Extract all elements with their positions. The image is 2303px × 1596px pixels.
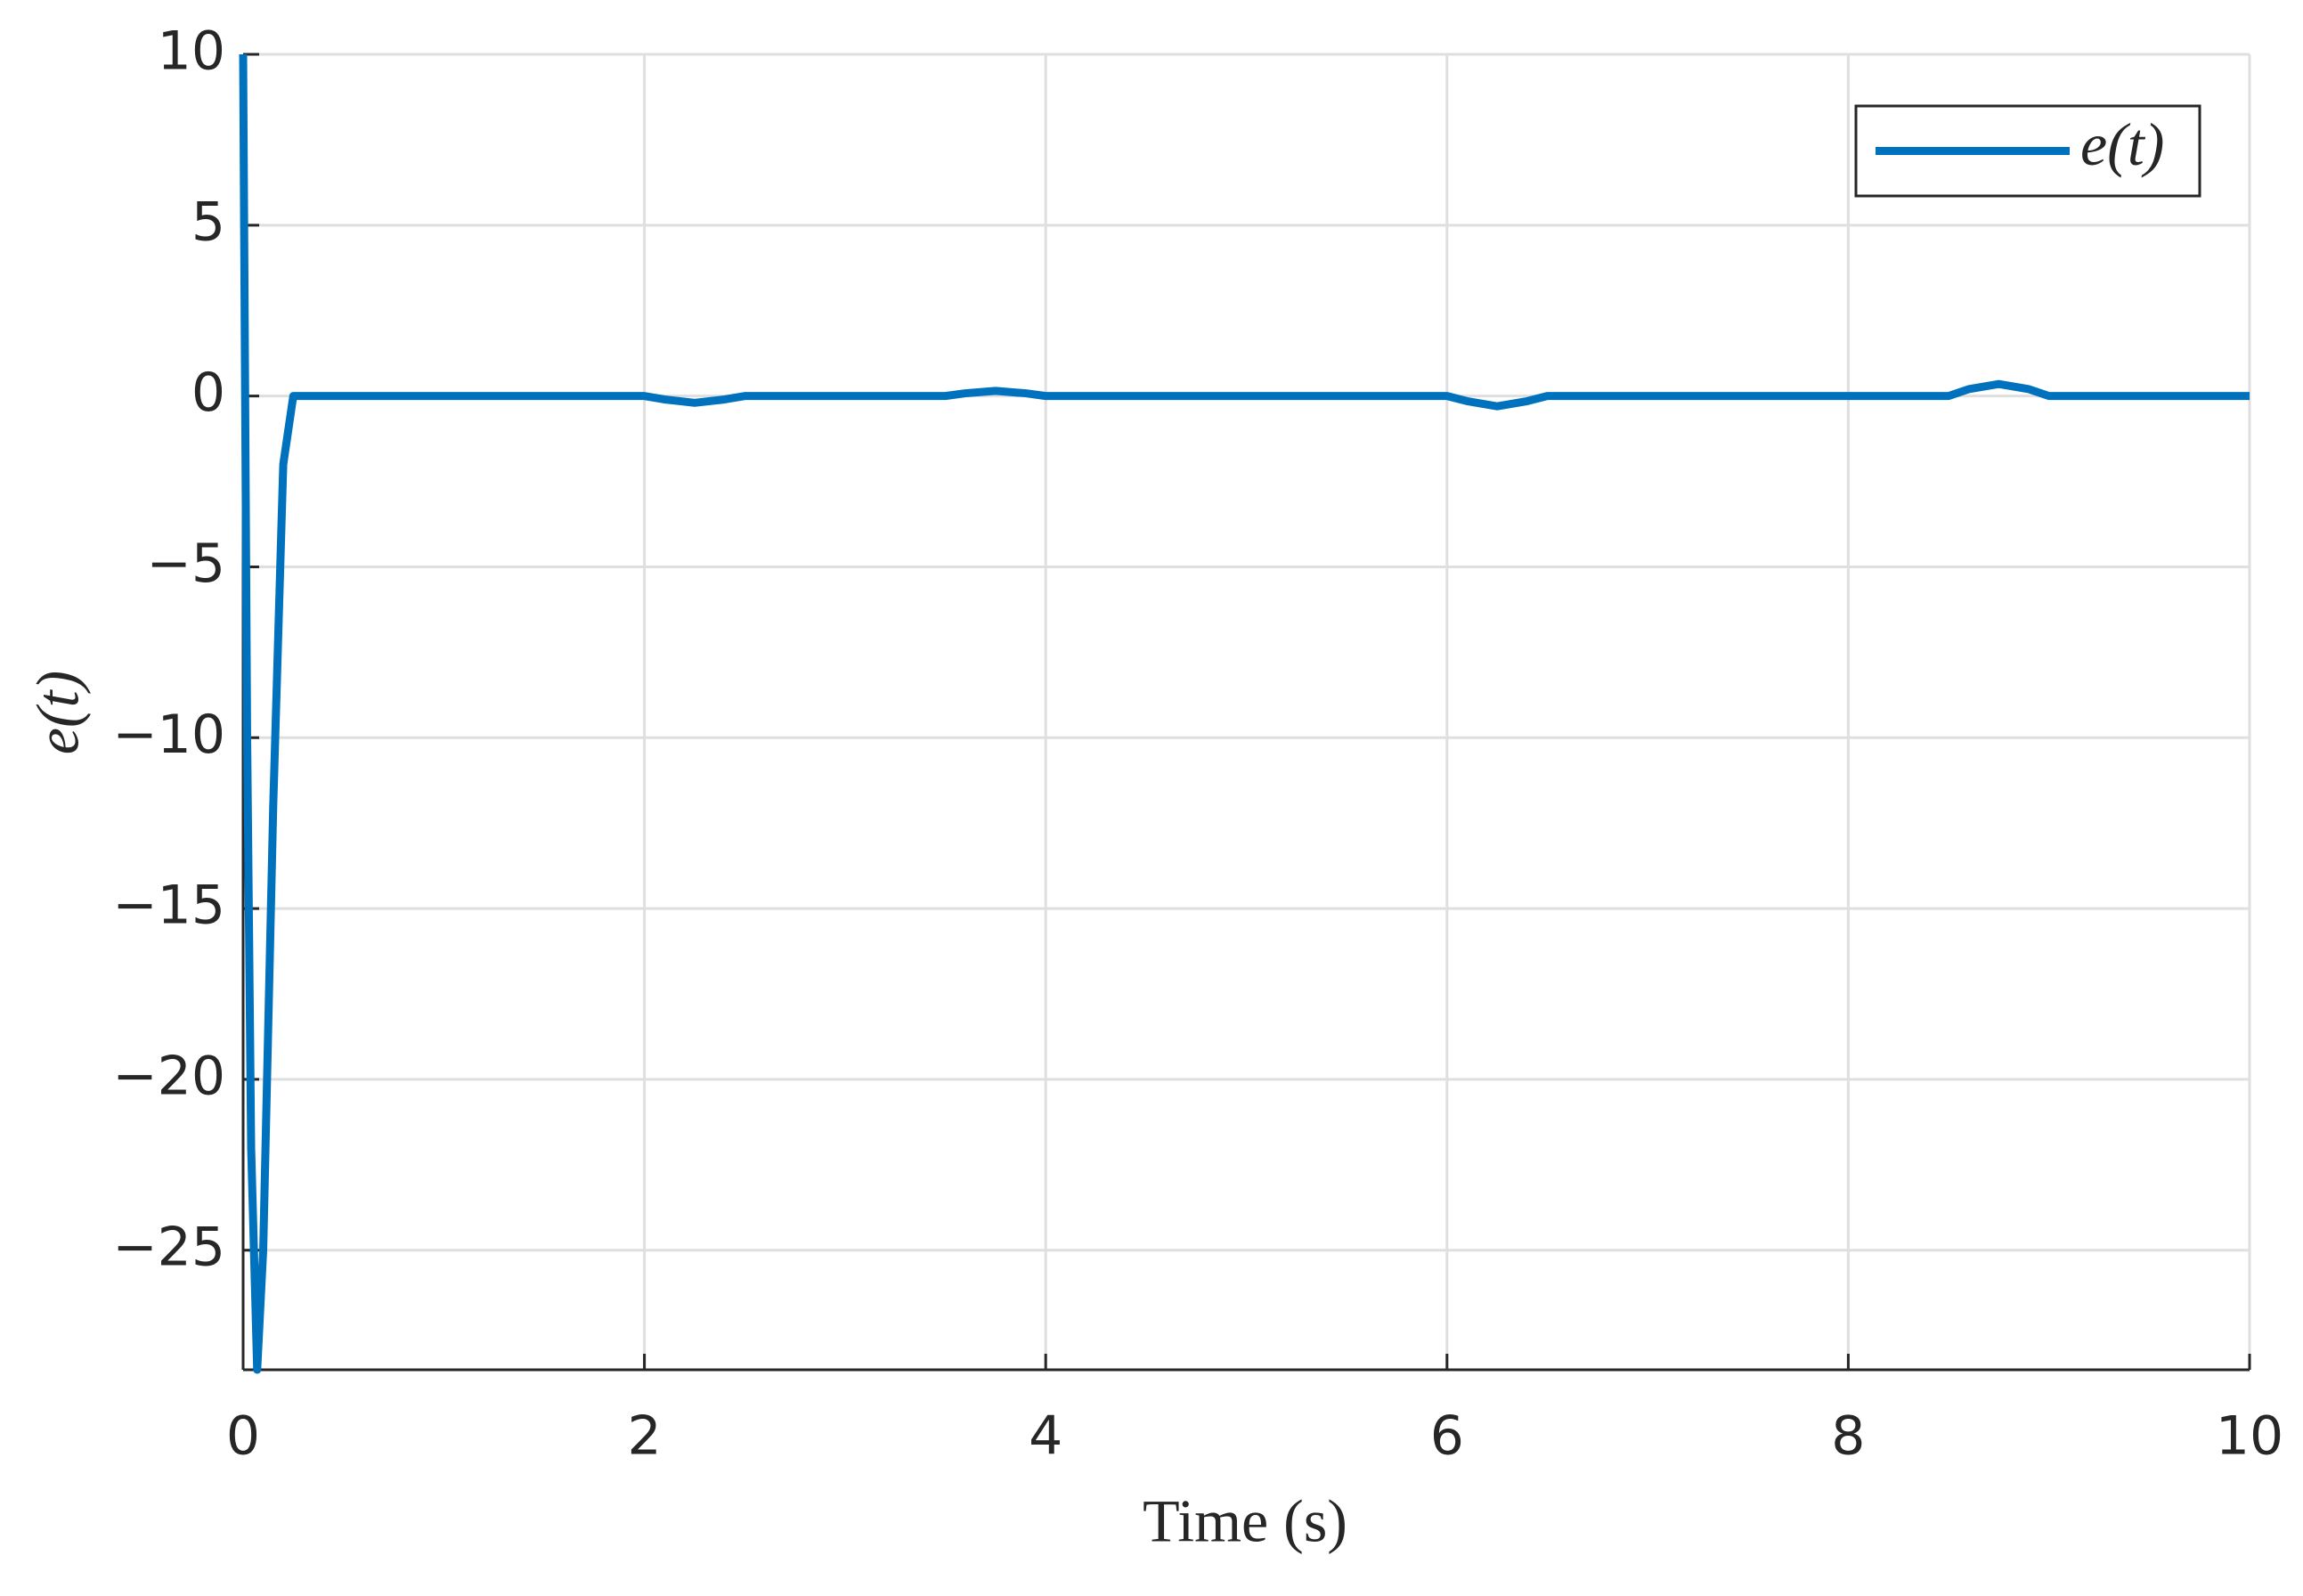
x-axis-label: Time (s) xyxy=(1143,1487,1347,1555)
y-tick-label: 5 xyxy=(191,191,225,253)
y-axis-label: e(t) xyxy=(24,671,92,754)
data-line xyxy=(239,53,2250,1374)
x-tick-label: 0 xyxy=(226,1405,260,1468)
y-tick-label: 10 xyxy=(158,20,225,83)
x-tick-label: 4 xyxy=(1029,1405,1062,1468)
y-tick-label: 0 xyxy=(191,362,225,424)
y-tick-label: −15 xyxy=(112,875,225,937)
x-tick-label: 2 xyxy=(628,1405,662,1468)
x-tick-label: 6 xyxy=(1430,1405,1464,1468)
y-tick-label: −5 xyxy=(147,533,225,595)
y-tick-label: −10 xyxy=(112,704,225,766)
y-tick-label: −20 xyxy=(112,1046,225,1108)
legend-label: e(t) xyxy=(2080,110,2164,178)
x-tick-label: 10 xyxy=(2216,1405,2283,1468)
x-tick-label: 8 xyxy=(1831,1405,1865,1468)
y-tick-label: −25 xyxy=(112,1216,225,1278)
